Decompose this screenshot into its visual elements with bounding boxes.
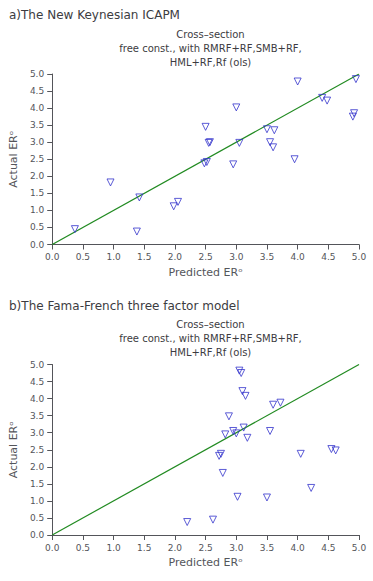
svg-text:3.5: 3.5 [260, 543, 274, 553]
svg-text:2.0: 2.0 [168, 543, 183, 553]
svg-text:HML+RF,Rf (ols): HML+RF,Rf (ols) [170, 57, 252, 68]
svg-text:1.5: 1.5 [30, 479, 44, 489]
svg-text:4.5: 4.5 [30, 377, 44, 387]
svg-text:2.5: 2.5 [198, 543, 212, 553]
svg-text:0.5: 0.5 [30, 222, 44, 232]
svg-text:3.0: 3.0 [30, 428, 45, 438]
svg-text:0.5: 0.5 [30, 513, 44, 523]
svg-text:Cross–section: Cross–section [176, 29, 244, 40]
svg-text:3.5: 3.5 [260, 252, 274, 262]
svg-text:2.0: 2.0 [168, 252, 183, 262]
svg-text:1.5: 1.5 [137, 252, 151, 262]
svg-text:1.0: 1.0 [106, 252, 121, 262]
svg-text:4.0: 4.0 [290, 252, 305, 262]
svg-text:free const., with RMRF+RF,SMB+: free const., with RMRF+RF,SMB+RF, [119, 333, 302, 344]
svg-text:2.5: 2.5 [30, 445, 44, 455]
svg-text:1.0: 1.0 [106, 543, 121, 553]
svg-text:5.0: 5.0 [352, 543, 367, 553]
svg-text:0.0: 0.0 [30, 530, 45, 540]
svg-text:3.5: 3.5 [30, 411, 44, 421]
svg-text:1.5: 1.5 [137, 543, 151, 553]
svg-text:4.5: 4.5 [321, 543, 335, 553]
svg-text:2.0: 2.0 [30, 171, 45, 181]
svg-text:Predicted ERᵒ: Predicted ERᵒ [168, 266, 242, 279]
svg-text:4.5: 4.5 [30, 86, 44, 96]
svg-text:2.5: 2.5 [30, 154, 44, 164]
svg-text:a)The New Keynesian ICAPM: a)The New Keynesian ICAPM [9, 8, 180, 22]
svg-text:4.5: 4.5 [321, 252, 335, 262]
svg-text:5.0: 5.0 [352, 252, 367, 262]
svg-text:4.0: 4.0 [290, 543, 305, 553]
svg-text:2.0: 2.0 [30, 462, 45, 472]
svg-text:1.5: 1.5 [30, 188, 44, 198]
svg-text:3.0: 3.0 [30, 137, 45, 147]
svg-text:b)The Fama-French three factor: b)The Fama-French three factor model [9, 299, 240, 313]
svg-text:3.0: 3.0 [229, 543, 244, 553]
svg-text:HML+RF,Rf (ols): HML+RF,Rf (ols) [170, 347, 252, 358]
svg-text:4.0: 4.0 [30, 103, 45, 113]
svg-text:4.0: 4.0 [30, 394, 45, 404]
svg-text:2.5: 2.5 [198, 252, 212, 262]
svg-text:1.0: 1.0 [30, 205, 45, 215]
svg-text:3.0: 3.0 [229, 252, 244, 262]
svg-text:0.0: 0.0 [45, 543, 60, 553]
svg-text:0.5: 0.5 [76, 543, 90, 553]
svg-text:Actual ERᵒ: Actual ERᵒ [7, 421, 20, 478]
svg-text:3.5: 3.5 [30, 120, 44, 130]
svg-text:5.0: 5.0 [30, 69, 45, 79]
svg-text:Predicted ERᵒ: Predicted ERᵒ [168, 556, 242, 569]
svg-text:Cross–section: Cross–section [176, 319, 244, 330]
svg-text:0.0: 0.0 [30, 240, 45, 250]
svg-text:5.0: 5.0 [30, 360, 45, 370]
svg-text:free const., with RMRF+RF,SMB+: free const., with RMRF+RF,SMB+RF, [119, 43, 302, 54]
svg-text:0.5: 0.5 [76, 252, 90, 262]
svg-text:0.0: 0.0 [45, 252, 60, 262]
svg-text:Actual ERᵒ: Actual ERᵒ [7, 131, 20, 188]
svg-text:1.0: 1.0 [30, 496, 45, 506]
